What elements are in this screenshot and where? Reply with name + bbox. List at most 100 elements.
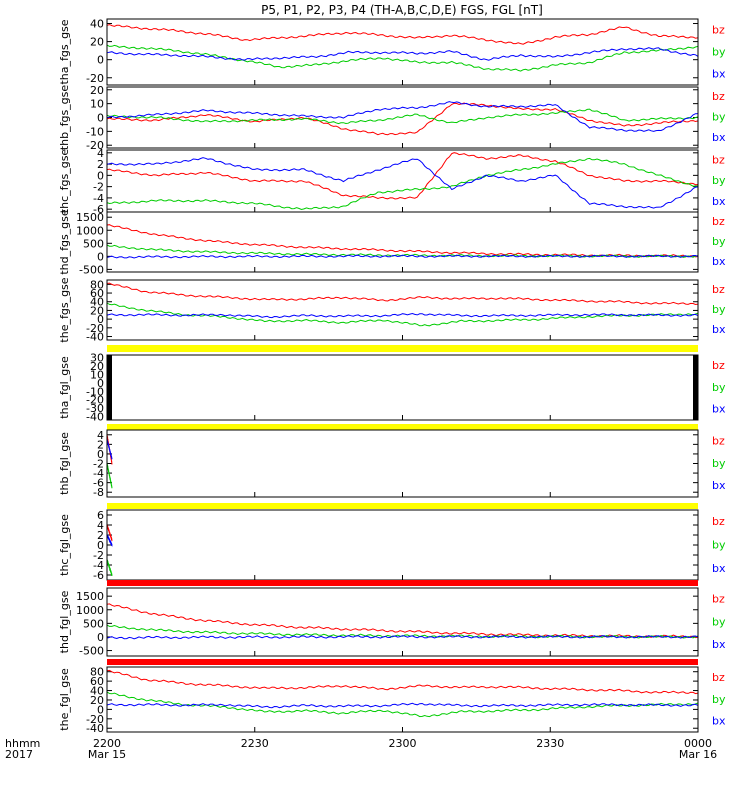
ylabel-tha_fgl_gse: tha_fgl_gse — [58, 356, 71, 419]
y-tick-label: 0 — [97, 703, 104, 716]
y-tick-label: 20 — [90, 36, 104, 49]
series-by-tha_fgs_gse — [106, 44, 699, 72]
y-tick-label: 1500 — [76, 590, 104, 603]
y-tick-label: -20 — [86, 72, 104, 85]
legend-bx: bx — [712, 402, 726, 415]
status-bar-thb_fgl_gse — [107, 424, 698, 430]
y-tick-label: -8 — [93, 486, 104, 499]
series-bx-the_fgs_gse — [106, 312, 699, 319]
series-by-thb_fgs_gse — [106, 108, 699, 125]
y-tick-label: -2 — [93, 549, 104, 562]
series-bz-thd_fgl_gse — [106, 603, 699, 639]
y-tick-label: 4 — [97, 147, 104, 160]
legend-bz: bz — [712, 90, 725, 103]
time-axis-label-year: 2017 — [5, 748, 33, 761]
y-tick-label: -6 — [93, 569, 104, 582]
ylabel-the_fgs_gse: the_fgs_gse — [58, 277, 71, 342]
series-by-thb_fgl_gse — [106, 462, 113, 489]
status-bar-the_fgl_gse — [107, 659, 698, 665]
y-tick-label: 0 — [97, 313, 104, 326]
y-tick-label: 0 — [97, 169, 104, 182]
ylabel-thb_fgs_gse: thb_fgs_gse — [58, 85, 71, 151]
time-tick-date: Mar 15 — [88, 748, 126, 761]
legend-by: by — [712, 111, 726, 124]
time-tick-label: 2330 — [536, 737, 564, 750]
series-bx-thb_fgl_gse — [106, 438, 113, 460]
legend-by: by — [712, 381, 726, 394]
panel-frame — [106, 587, 699, 657]
time-axis-label-hhmm: hhmm — [5, 737, 40, 750]
series-bx-thb_fgs_gse — [106, 101, 699, 132]
y-tick-label: -30 — [86, 402, 104, 415]
status-bar-tha_fgl_gse — [107, 345, 698, 352]
y-tick-label: 40 — [90, 296, 104, 309]
time-tick-label: 2200 — [93, 737, 121, 750]
legend-by: by — [712, 174, 726, 187]
chart-title: P5, P1, P2, P3, P4 (TH-A,B,C,D,E) FGS, F… — [261, 3, 543, 17]
y-tick-label: 40 — [90, 685, 104, 698]
legend-bx: bx — [712, 638, 726, 651]
y-tick-label: 500 — [83, 237, 104, 250]
series-bz-thd_fgs_gse — [106, 224, 699, 258]
legend-bx: bx — [712, 562, 726, 575]
panel-frame — [106, 279, 699, 341]
y-tick-label: 0 — [97, 54, 104, 67]
y-tick-label: 0 — [97, 631, 104, 644]
y-tick-label: 80 — [90, 278, 104, 291]
time-tick-date: Mar 16 — [679, 748, 717, 761]
y-tick-label: -6 — [93, 477, 104, 490]
y-tick-label: -500 — [79, 645, 104, 658]
series-bx-thc_fgl_gse — [106, 533, 113, 547]
legend-bx: bx — [712, 195, 726, 208]
y-tick-label: 4 — [97, 429, 104, 442]
y-tick-label: 1000 — [76, 224, 104, 237]
time-tick-label: 0000 — [684, 737, 712, 750]
series-bz-thc_fgs_gse — [106, 152, 699, 200]
legend-bx: bx — [712, 714, 726, 727]
series-by-thc_fgl_gse — [106, 558, 113, 576]
panel-thb_fgl_gse: 420-2-4-6-8 thb_fgl_gse bz by bx — [58, 424, 726, 499]
y-tick-label: -20 — [86, 713, 104, 726]
y-tick-label: -10 — [86, 385, 104, 398]
y-tick-label: -40 — [86, 411, 104, 424]
panel-frame — [106, 429, 699, 498]
y-tick-label: 1500 — [76, 211, 104, 224]
y-tick-label: -20 — [86, 139, 104, 152]
panel-thc_fgs_gse: 420-2-4-6 thc_fgs_gse bz by bx — [58, 147, 726, 216]
series-bz-the_fgs_gse — [106, 282, 699, 306]
legend-bx: bx — [712, 255, 726, 268]
panel-frame — [106, 666, 699, 733]
y-tick-label: 2 — [97, 158, 104, 171]
y-tick-label: 6 — [97, 509, 104, 522]
y-tick-label: -6 — [93, 203, 104, 216]
legend-bz: bz — [712, 515, 725, 528]
legend-by: by — [712, 539, 726, 552]
legend-bz: bz — [712, 359, 725, 372]
panel-frame — [106, 354, 699, 421]
y-tick-label: 1000 — [76, 604, 104, 617]
y-tick-label: -20 — [86, 322, 104, 335]
y-tick-label: -20 — [86, 394, 104, 407]
series-bz-thb_fgs_gse — [106, 102, 699, 136]
data-fill-left — [107, 355, 112, 420]
y-tick-label: 4 — [97, 519, 104, 532]
ylabel-tha_fgs_gse: tha_fgs_gse — [58, 19, 71, 84]
legend-bz: bz — [712, 593, 725, 606]
time-tick-label: 2230 — [241, 737, 269, 750]
y-tick-label: -40 — [86, 722, 104, 735]
y-tick-label: 500 — [83, 617, 104, 630]
y-tick-label: 20 — [90, 360, 104, 373]
y-tick-label: 0 — [97, 377, 104, 390]
y-tick-label: -4 — [93, 559, 104, 572]
y-tick-label: 20 — [90, 84, 104, 97]
ylabel-thb_fgl_gse: thb_fgl_gse — [58, 432, 71, 495]
y-tick-label: 2 — [97, 438, 104, 451]
legend-by: by — [712, 235, 726, 248]
legend-bz: bz — [712, 435, 725, 448]
